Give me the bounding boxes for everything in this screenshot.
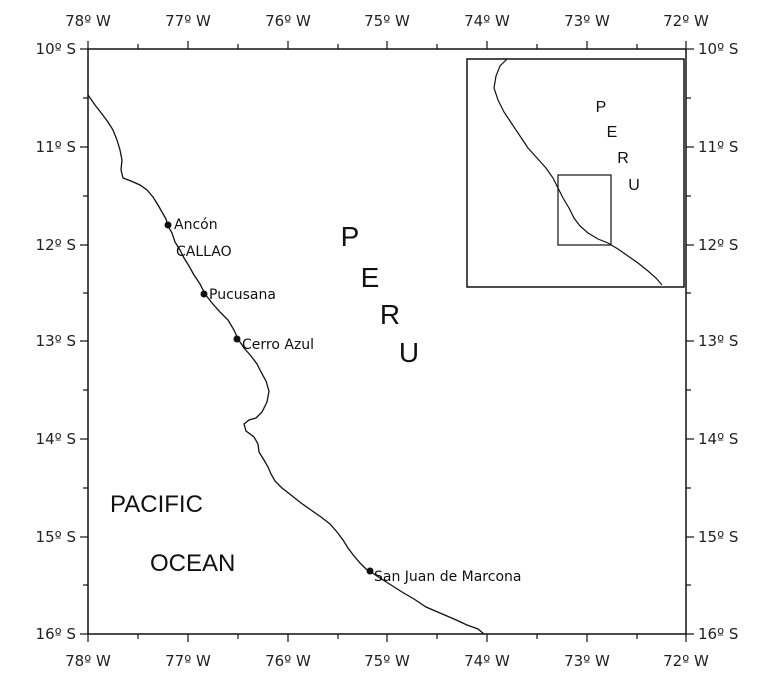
lat-label: 13º S <box>698 332 738 350</box>
country-letter: R <box>380 299 400 330</box>
inset-letter: R <box>617 150 629 167</box>
lat-label: 11º S <box>698 138 738 156</box>
lon-label: 77º W <box>165 652 211 670</box>
city-label-san-juan: San Juan de Marcona <box>374 569 521 585</box>
country-letter: E <box>361 262 380 293</box>
lon-label: 78º W <box>65 652 111 670</box>
lon-label: 73º W <box>564 652 610 670</box>
lon-label: 73º W <box>564 12 610 30</box>
lon-label: 72º W <box>663 12 709 30</box>
city-markers <box>164 221 374 575</box>
lat-label: 14º S <box>698 430 738 448</box>
coastline <box>87 94 485 635</box>
city-label-cerro-azul: Cerro Azul <box>242 337 314 353</box>
lat-label: 15º S <box>698 528 738 546</box>
lon-label: 74º W <box>464 652 510 670</box>
inset-frame <box>466 58 685 288</box>
lon-label: 72º W <box>663 652 709 670</box>
lon-label: 78º W <box>65 12 111 30</box>
country-letter: U <box>399 337 419 368</box>
inset-letter: U <box>628 177 640 194</box>
lon-label: 76º W <box>265 12 311 30</box>
tick-marks <box>80 41 694 642</box>
inset-study-area <box>557 174 612 246</box>
inset-letter: E <box>607 124 618 141</box>
inset-map: P E R U <box>466 58 685 288</box>
lon-label: 75º W <box>364 12 410 30</box>
city-dot-cerro-azul <box>233 335 241 343</box>
city-label-callao: CALLAO <box>176 244 232 260</box>
lon-labels-top: 78º W 77º W 76º W 75º W 74º W 73º W 72º … <box>65 12 709 30</box>
lon-labels-bottom: 78º W 77º W 76º W 75º W 74º W 73º W 72º … <box>65 652 709 670</box>
city-dot-ancon <box>164 221 172 229</box>
lon-label: 75º W <box>364 652 410 670</box>
lat-label: 14º S <box>36 430 76 448</box>
lon-label: 77º W <box>165 12 211 30</box>
lat-label: 13º S <box>36 332 76 350</box>
country-letter: P <box>341 221 360 252</box>
city-dot-pucusana <box>200 290 208 298</box>
lat-label: 16º S <box>698 625 738 643</box>
lat-label: 12º S <box>698 236 738 254</box>
inset-coastline <box>493 58 663 286</box>
ocean-label-line2: OCEAN <box>150 550 235 577</box>
inset-letter: P <box>596 99 607 116</box>
lat-label: 12º S <box>36 236 76 254</box>
lat-labels-right: 10º S 11º S 12º S 13º S 14º S 15º S 16º … <box>698 40 738 643</box>
lon-label: 74º W <box>464 12 510 30</box>
ocean-label-line1: PACIFIC <box>110 491 203 518</box>
lon-label: 76º W <box>265 652 311 670</box>
city-label-ancon: Ancón <box>174 217 218 233</box>
city-dot-san-juan <box>366 567 374 575</box>
lat-label: 10º S <box>698 40 738 58</box>
city-label-pucusana: Pucusana <box>209 287 276 303</box>
lat-label: 11º S <box>36 138 76 156</box>
lat-labels-left: 10º S 11º S 12º S 13º S 14º S 15º S 16º … <box>36 40 76 643</box>
lat-label: 10º S <box>36 40 76 58</box>
lat-label: 16º S <box>36 625 76 643</box>
lat-label: 15º S <box>36 528 76 546</box>
